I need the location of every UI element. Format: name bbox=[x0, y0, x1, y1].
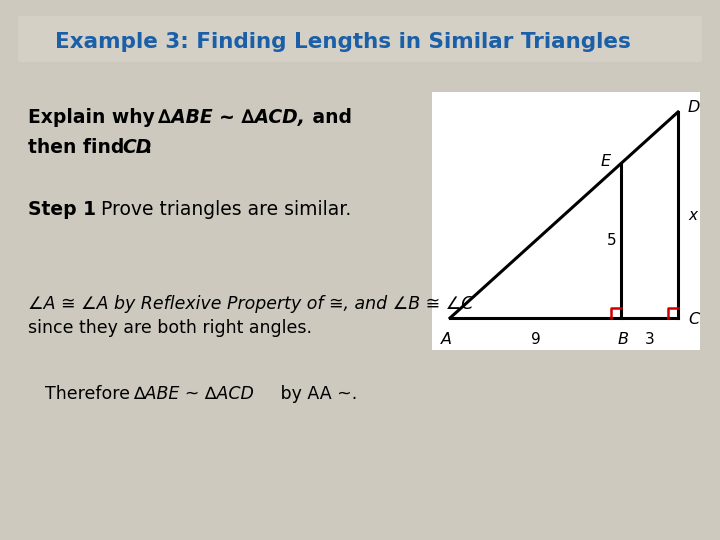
Text: 9: 9 bbox=[531, 332, 541, 347]
FancyBboxPatch shape bbox=[18, 16, 702, 62]
Text: 3: 3 bbox=[644, 332, 654, 347]
Text: and: and bbox=[306, 108, 352, 127]
Text: .: . bbox=[144, 138, 151, 157]
Text: x: x bbox=[688, 207, 697, 222]
Text: ∠A ≅ ∠A by Reflexive Property of ≅, and ∠B ≅ ∠C: ∠A ≅ ∠A by Reflexive Property of ≅, and … bbox=[28, 295, 473, 313]
Text: B: B bbox=[618, 332, 629, 347]
Text: since they are both right angles.: since they are both right angles. bbox=[28, 319, 312, 337]
Text: ∆ABE ~ ∆ACD: ∆ABE ~ ∆ACD bbox=[133, 385, 254, 403]
Bar bbox=[432, 92, 700, 350]
Text: then find: then find bbox=[28, 138, 131, 157]
Text: C: C bbox=[688, 313, 699, 327]
Text: Therefore: Therefore bbox=[45, 385, 135, 403]
Text: CD: CD bbox=[122, 138, 151, 157]
Text: Example 3: Finding Lengths in Similar Triangles: Example 3: Finding Lengths in Similar Tr… bbox=[55, 32, 631, 52]
Text: Prove triangles are similar.: Prove triangles are similar. bbox=[95, 200, 351, 219]
Text: ∆ABE ~ ∆ACD,: ∆ABE ~ ∆ACD, bbox=[158, 108, 305, 127]
Text: A: A bbox=[441, 332, 451, 347]
Text: by AA ~.: by AA ~. bbox=[275, 385, 357, 403]
Text: Explain why: Explain why bbox=[28, 108, 161, 127]
Text: Step 1: Step 1 bbox=[28, 200, 96, 219]
Text: E: E bbox=[601, 154, 611, 169]
Text: D: D bbox=[688, 100, 701, 116]
Text: 5: 5 bbox=[606, 233, 616, 248]
